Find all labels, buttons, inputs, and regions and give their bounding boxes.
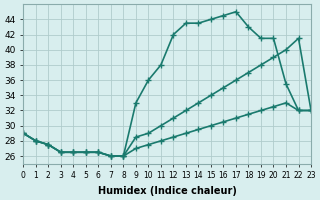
X-axis label: Humidex (Indice chaleur): Humidex (Indice chaleur) (98, 186, 236, 196)
